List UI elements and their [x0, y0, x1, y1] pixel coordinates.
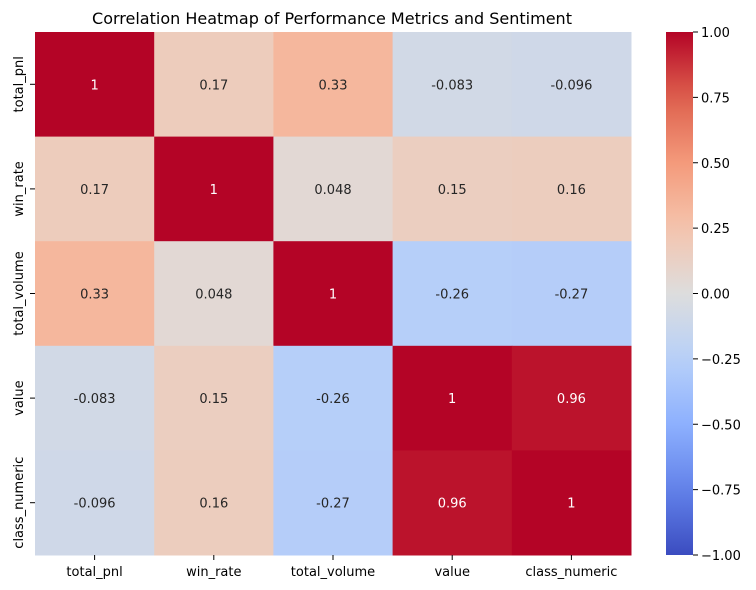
cell-value-label: 0.96	[557, 392, 586, 407]
cell-value-label: 0.16	[199, 497, 228, 512]
heatmap-cell-win_rate-win_rate	[154, 136, 274, 242]
x-tick-label: total_pnl	[66, 565, 122, 580]
heatmap-cell-total_volume-win_rate	[154, 241, 274, 347]
heatmap-cell-total_volume-total_pnl	[35, 241, 155, 347]
y-tick-label: value	[12, 380, 27, 416]
heatmap-cell-total_volume-value	[392, 241, 513, 347]
heatmap-cell-win_rate-total_volume	[273, 136, 394, 242]
heatmap-cell-total_pnl-total_volume	[273, 32, 394, 138]
heatmap-cell-total_pnl-win_rate	[154, 32, 274, 138]
cell-value-label: 1	[90, 78, 98, 93]
cell-value-label: -0.26	[316, 392, 350, 407]
heatmap-cell-value-total_pnl	[35, 345, 155, 451]
x-axis-ticks: total_pnl win_rate total_volume value class_…	[66, 555, 617, 580]
heatmap-cell-total_pnl-value	[392, 32, 513, 138]
heatmap-cell-total_volume-total_volume	[273, 241, 394, 347]
x-tick-label: win_rate	[186, 565, 241, 580]
heatmap-cell-value-value	[392, 345, 513, 451]
cell-value-label: -0.27	[555, 288, 589, 303]
heatmap-cell-class_numeric-value	[392, 450, 513, 556]
cell-value-label: -0.083	[431, 78, 473, 93]
x-tick-label: total_volume	[291, 565, 375, 580]
heatmap-cell-win_rate-class_numeric	[511, 136, 632, 242]
colorbar-tick-label: 0.25	[701, 222, 730, 237]
y-tick-label: class_numeric	[12, 457, 27, 549]
cell-value-label: 0.048	[195, 288, 232, 303]
cell-value-label: 0.15	[199, 392, 228, 407]
colorbar-tick-label: 0.75	[701, 91, 730, 106]
cell-value-label: 1	[210, 183, 218, 198]
cell-value-label: 1	[329, 288, 337, 303]
x-tick-label: class_numeric	[525, 565, 617, 580]
cell-value-label: 0.16	[557, 183, 586, 198]
cell-value-label: 1	[448, 392, 456, 407]
colorbar-tick-label: 0.50	[701, 157, 730, 172]
colorbar-tick-label: 0.00	[701, 288, 730, 303]
cell-value-label: -0.096	[550, 78, 592, 93]
heatmap-cell-value-class_numeric	[511, 345, 632, 451]
colorbar-tick-label: 1.00	[701, 26, 730, 41]
cell-value-label: -0.27	[316, 497, 350, 512]
heatmap-cell-class_numeric-class_numeric	[511, 450, 632, 556]
cell-value-label: 0.17	[80, 183, 109, 198]
colorbar-tick-label: −0.25	[701, 353, 741, 368]
heatmap-cell-class_numeric-win_rate	[154, 450, 274, 556]
colorbar	[666, 32, 693, 555]
cell-value-label: -0.096	[74, 497, 116, 512]
x-tick-label: value	[434, 565, 470, 580]
heatmap-cell-win_rate-total_pnl	[35, 136, 155, 242]
colorbar-ticks: 1.00 0.75 0.50 0.25 0.00 −0.25 −0.50 −0.75 −1.00	[693, 26, 741, 564]
colorbar-tick-label: −0.50	[701, 418, 741, 433]
cell-value-label: 0.15	[438, 183, 467, 198]
y-tick-label: win_rate	[12, 161, 27, 216]
chart-title: Correlation Heatmap of Performance Metri…	[92, 9, 572, 28]
heatmap-cell-labels: 1 0.17 0.33 -0.083 -0.096 0.17 1 0.048 0.15 0.16 0…	[74, 78, 593, 511]
cell-value-label: 0.33	[80, 288, 109, 303]
heatmap-cell-value-win_rate	[154, 345, 274, 451]
cell-value-label: -0.26	[435, 288, 469, 303]
heatmap-cell-total_pnl-class_numeric	[511, 32, 632, 138]
y-tick-label: total_pnl	[12, 56, 27, 112]
cell-value-label: 0.33	[319, 78, 348, 93]
cell-value-label: 0.96	[438, 497, 467, 512]
cell-value-label: 0.048	[314, 183, 351, 198]
heatmap-cell-total_volume-class_numeric	[511, 241, 632, 347]
cell-value-label: -0.083	[74, 392, 116, 407]
y-tick-label: total_volume	[12, 251, 27, 335]
cell-value-label: 1	[567, 497, 575, 512]
heatmap-cell-win_rate-value	[392, 136, 513, 242]
heatmap-cell-class_numeric-total_volume	[273, 450, 394, 556]
colorbar-tick-label: −1.00	[701, 549, 741, 564]
heatmap-cell-class_numeric-total_pnl	[35, 450, 155, 556]
colorbar-tick-label: −0.75	[701, 484, 741, 499]
cell-value-label: 0.17	[199, 78, 228, 93]
heatmap-cell-total_pnl-total_pnl	[35, 32, 155, 138]
heatmap-cells	[35, 32, 632, 556]
heatmap-cell-value-total_volume	[273, 345, 394, 451]
